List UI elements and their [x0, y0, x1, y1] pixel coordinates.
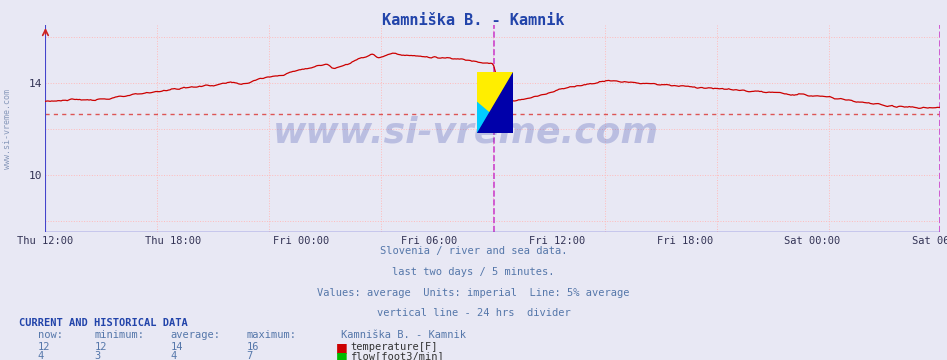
- Text: 12: 12: [95, 342, 107, 352]
- Text: now:: now:: [38, 330, 63, 341]
- Text: 4: 4: [170, 351, 177, 360]
- Text: temperature[F]: temperature[F]: [350, 342, 438, 352]
- Text: ■: ■: [336, 341, 348, 354]
- Text: 4: 4: [38, 351, 45, 360]
- Text: minimum:: minimum:: [95, 330, 145, 341]
- Text: 7: 7: [246, 351, 253, 360]
- Text: Slovenia / river and sea data.: Slovenia / river and sea data.: [380, 246, 567, 256]
- Text: vertical line - 24 hrs  divider: vertical line - 24 hrs divider: [377, 309, 570, 319]
- Text: 12: 12: [38, 342, 50, 352]
- Text: Values: average  Units: imperial  Line: 5% average: Values: average Units: imperial Line: 5%…: [317, 288, 630, 298]
- Text: Kamniška B. - Kamnik: Kamniška B. - Kamnik: [383, 13, 564, 28]
- Polygon shape: [476, 72, 512, 133]
- Text: maximum:: maximum:: [246, 330, 296, 341]
- Text: Kamniška B. - Kamnik: Kamniška B. - Kamnik: [341, 330, 466, 341]
- Text: ■: ■: [336, 350, 348, 360]
- Text: average:: average:: [170, 330, 221, 341]
- Polygon shape: [476, 102, 512, 133]
- Text: 14: 14: [170, 342, 183, 352]
- Text: last two days / 5 minutes.: last two days / 5 minutes.: [392, 267, 555, 277]
- Text: 16: 16: [246, 342, 259, 352]
- Text: www.si-vreme.com: www.si-vreme.com: [273, 116, 659, 150]
- Text: www.si-vreme.com: www.si-vreme.com: [3, 89, 12, 169]
- Text: flow[foot3/min]: flow[foot3/min]: [350, 351, 444, 360]
- Text: CURRENT AND HISTORICAL DATA: CURRENT AND HISTORICAL DATA: [19, 318, 188, 328]
- Polygon shape: [476, 72, 512, 133]
- Text: 3: 3: [95, 351, 101, 360]
